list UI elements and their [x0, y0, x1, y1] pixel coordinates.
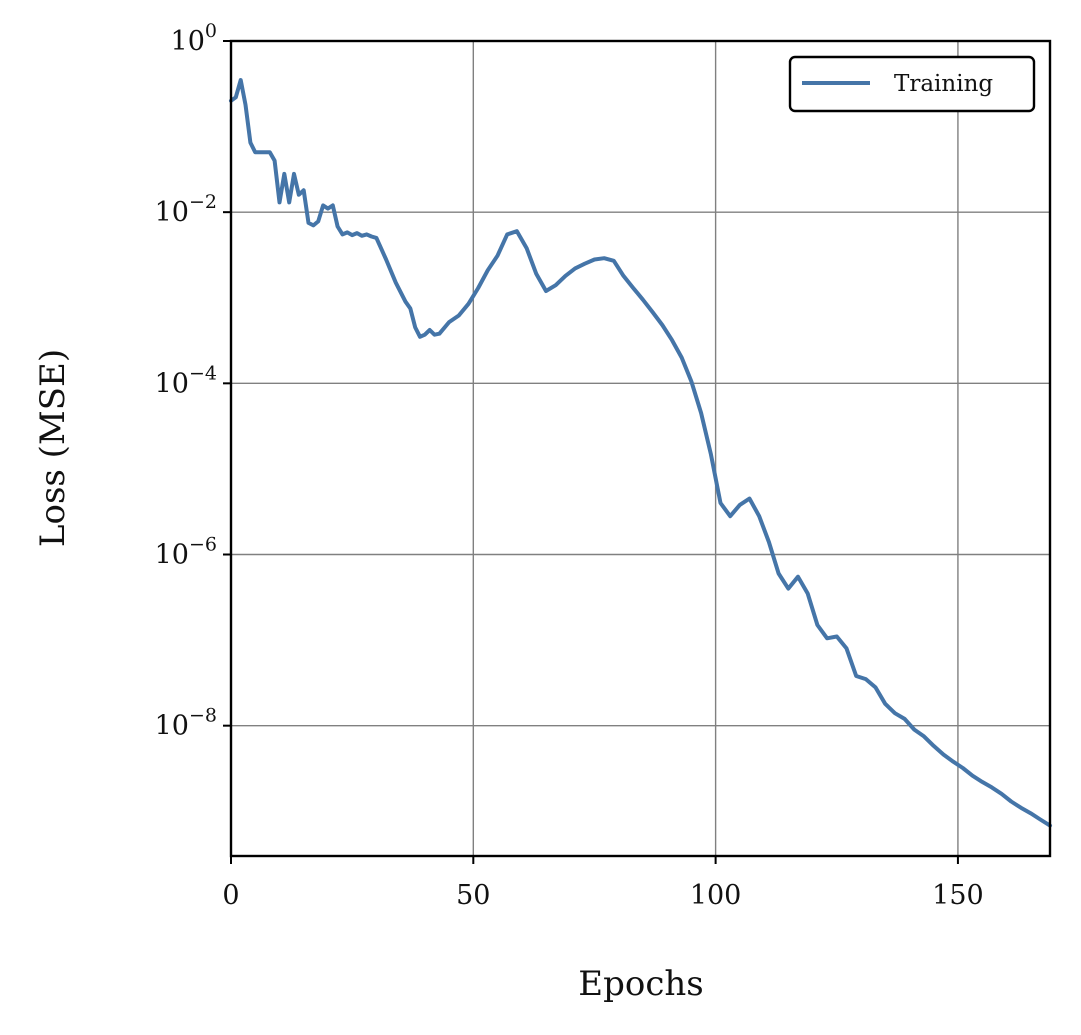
plot-area	[231, 41, 1050, 856]
y-axis-title: Loss (MSE)	[33, 349, 73, 547]
axis-ticks: 0 50 100 150 100 10−2 10−4 10−6 10−8	[155, 20, 984, 911]
legend-label-training: Training	[894, 71, 993, 97]
y-tick-label: 100	[171, 20, 217, 57]
x-tick-label: 50	[456, 880, 490, 911]
y-tick-label: 10−8	[155, 705, 217, 742]
plot-frame	[229, 39, 1052, 858]
y-tick-label: 10−4	[155, 362, 217, 399]
x-tick-label: 150	[932, 880, 984, 911]
legend: Training	[788, 55, 1036, 113]
x-tick-label: 100	[690, 880, 742, 911]
series-line-training	[229, 78, 1052, 828]
y-tick-label: 10−2	[155, 191, 217, 228]
x-axis-title: Epochs	[578, 964, 703, 1004]
legend-frame	[788, 55, 1036, 113]
grid-lines	[231, 41, 1050, 856]
y-tick-label: 10−6	[155, 534, 217, 571]
series-lines	[229, 78, 1052, 828]
x-tick-label: 0	[222, 880, 239, 911]
